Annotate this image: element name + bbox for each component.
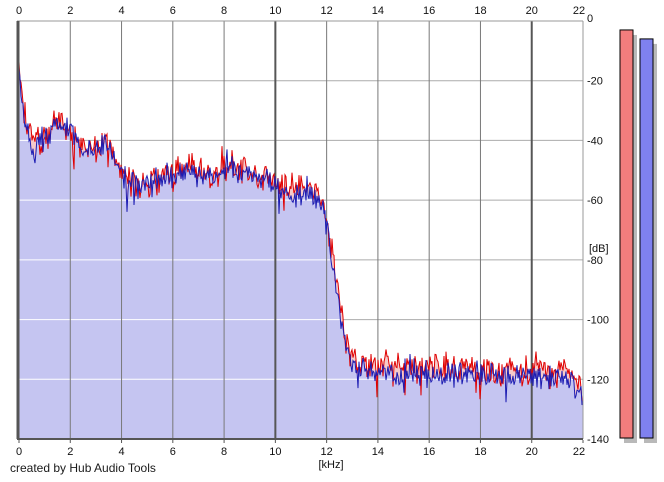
freq-tick-label: 10 — [269, 446, 281, 458]
level-tick-label: 0 — [587, 13, 593, 25]
freq-tick-label: 12 — [321, 5, 333, 17]
level-tick-label: -100 — [587, 315, 609, 327]
level-tick-label: -140 — [587, 434, 609, 446]
freq-tick-label: 14 — [372, 446, 384, 458]
blue-meter-bar — [639, 38, 654, 439]
freq-tick-label: 16 — [423, 5, 435, 17]
credit-text: created by Hub Audio Tools — [10, 461, 156, 475]
channel-level-meters — [619, 29, 657, 444]
freq-tick-label: 2 — [67, 5, 73, 17]
freq-tick-label: 2 — [67, 446, 73, 458]
freq-tick-label: 8 — [221, 5, 227, 17]
freq-tick-label: 20 — [526, 5, 538, 17]
red-meter-bar — [619, 29, 634, 439]
freq-unit-label: [kHz] — [318, 459, 343, 471]
top-frequency-axis: 0 2 4 6 8 10 12 14 16 18 20 22 — [16, 5, 585, 17]
freq-tick-label: 6 — [170, 5, 176, 17]
bottom-frequency-axis: 0 2 4 6 8 10 12 14 16 18 20 22 — [16, 446, 585, 458]
bottom-axis-ticks — [18, 440, 584, 443]
blue-series-line — [18, 67, 584, 406]
freq-tick-label: 14 — [372, 5, 384, 17]
freq-tick-label: 18 — [474, 446, 486, 458]
freq-tick-label: 8 — [221, 446, 227, 458]
freq-tick-label: 12 — [321, 446, 333, 458]
level-tick-label: -80 — [587, 255, 603, 267]
level-tick-label: -40 — [587, 135, 603, 147]
freq-tick-label: 4 — [118, 5, 124, 17]
level-axis: 0 -20 -40 -60 -80 -100 -120 -140 — [587, 13, 609, 446]
freq-tick-label: 22 — [573, 5, 585, 17]
freq-tick-label: 0 — [16, 446, 22, 458]
level-tick-label: -120 — [587, 374, 609, 386]
freq-tick-label: 20 — [526, 446, 538, 458]
freq-tick-label: 18 — [474, 5, 486, 17]
freq-tick-label: 6 — [170, 446, 176, 458]
blue-series-area — [19, 67, 583, 440]
freq-tick-label: 4 — [118, 446, 124, 458]
level-tick-label: -20 — [587, 76, 603, 88]
freq-tick-label: 0 — [16, 5, 22, 17]
red-series-line — [18, 61, 584, 406]
freq-tick-label: 22 — [573, 446, 585, 458]
plot-borders — [16, 20, 584, 440]
level-tick-label: -60 — [587, 195, 603, 207]
freq-tick-label: 10 — [269, 5, 281, 17]
level-unit-label: [dB] — [589, 243, 609, 255]
freq-tick-label: 16 — [423, 446, 435, 458]
